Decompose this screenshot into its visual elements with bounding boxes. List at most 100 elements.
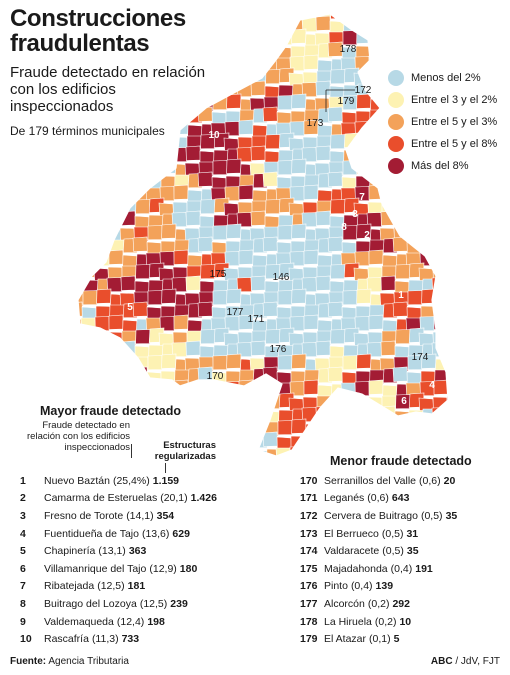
municipality-cell [366, 342, 383, 358]
municipality-cell [446, 14, 448, 21]
municipality-cell [315, 340, 331, 356]
municipality-cell [78, 215, 85, 232]
municipality-cell [95, 370, 111, 386]
municipality-cell [122, 368, 139, 384]
municipality-cell [342, 290, 358, 306]
municipality-cell [197, 171, 214, 187]
municipality-cell [446, 395, 448, 411]
municipality-cell [433, 249, 448, 265]
list-item-percentage: (0,2) [374, 615, 397, 628]
municipality-cell [212, 225, 228, 241]
municipality-cell [447, 433, 448, 449]
municipality-cell [289, 121, 305, 137]
municipality-cell [291, 223, 307, 239]
list-item: 7 Ribatejada (12,5) 181 [20, 578, 217, 596]
municipality-cell [78, 226, 84, 242]
municipality-cell [356, 353, 372, 369]
municipality-cell [301, 82, 318, 98]
municipality-cell [447, 254, 448, 271]
municipality-cell [434, 239, 448, 255]
list-item-percentage: (20,1) [160, 492, 188, 505]
municipality-cell [291, 353, 307, 369]
municipality-cell [200, 394, 216, 410]
municipality-cell [277, 225, 293, 241]
municipality-cell [94, 381, 110, 397]
municipality-cell [327, 366, 344, 382]
municipality-cell [407, 290, 423, 306]
municipality-cell [445, 15, 448, 31]
region-outline [77, 13, 449, 457]
municipality-cell [444, 422, 448, 438]
municipality-cell [431, 407, 448, 423]
municipality-cell [210, 57, 227, 73]
municipality-cell [341, 436, 357, 453]
municipality-cell [96, 223, 112, 239]
municipality-cell [343, 14, 360, 18]
list-item: 3 Fresno de Torote (14,1) 354 [20, 507, 217, 525]
municipality-cell [431, 212, 448, 228]
list-item-rank: 179 [300, 633, 318, 646]
municipality-cell [395, 188, 412, 204]
municipality-cell [78, 301, 84, 317]
municipality-cell [236, 147, 253, 163]
list-item-rank: 3 [20, 509, 26, 522]
list-item-value: 1.159 [152, 474, 180, 487]
municipality-cell [108, 314, 124, 330]
municipality-cell [78, 161, 84, 177]
map-label-4: 4 [429, 380, 435, 391]
municipality-cell [418, 202, 435, 219]
list-item-name: Villamanrique del Tajo [44, 562, 147, 575]
municipality-cell [327, 431, 344, 447]
municipality-cell [330, 264, 346, 280]
list-item: 177 Alcorcón (0,2) 292 [300, 595, 457, 613]
municipality-cell [356, 288, 372, 304]
municipality-cell [367, 14, 383, 22]
municipality-cell [147, 225, 163, 241]
municipality-cell [265, 69, 281, 85]
municipality-cell [78, 345, 85, 362]
municipality-cell [184, 422, 201, 438]
municipality-cell [303, 444, 319, 456]
municipality-cell [277, 290, 293, 306]
municipality-cell [434, 33, 448, 50]
municipality-cell [135, 329, 151, 345]
municipality-cell [433, 379, 448, 395]
municipality-cell [106, 147, 123, 163]
municipality-cell [366, 277, 383, 293]
source-note: Fuente: Agencia Tributaria [10, 656, 129, 667]
map-label-5: 5 [127, 302, 133, 313]
municipality-cell [265, 14, 281, 20]
municipality-cell [81, 176, 97, 193]
municipality-cell [185, 275, 201, 291]
list-item-value: 20 [443, 474, 456, 487]
municipality-cell [407, 355, 423, 371]
municipality-cell [82, 355, 98, 371]
map-label-177: 177 [227, 307, 244, 318]
municipality-cell [434, 228, 448, 245]
municipality-cell [93, 332, 110, 349]
map-label-175: 175 [210, 269, 227, 280]
municipality-cell [80, 187, 97, 203]
municipality-cell [109, 174, 125, 190]
list-item: 170 Serranillos del Valle (0,6) 20 [300, 472, 457, 490]
municipality-cell [107, 136, 123, 152]
municipality-cell [330, 394, 346, 410]
list-item-value: 629 [172, 527, 190, 540]
municipality-cell [445, 405, 448, 421]
municipality-cell [265, 134, 281, 150]
list-item-name: La Hiruela [324, 615, 372, 628]
municipality-cell [444, 292, 448, 308]
municipality-cell [236, 407, 253, 423]
municipality-cell [251, 395, 267, 411]
municipality-cell [78, 253, 87, 269]
municipality-cell [433, 184, 448, 200]
map-label-9: 9 [103, 249, 109, 260]
municipality-cell [213, 392, 230, 408]
municipality-cell [78, 236, 84, 252]
municipality-cell [432, 14, 448, 22]
municipality-cell [148, 149, 164, 165]
legend-label: Entre el 5 y el 3% [411, 116, 498, 128]
map-label-178: 178 [340, 44, 357, 55]
list-item: 178 La Hiruela (0,2) 10 [300, 613, 457, 631]
